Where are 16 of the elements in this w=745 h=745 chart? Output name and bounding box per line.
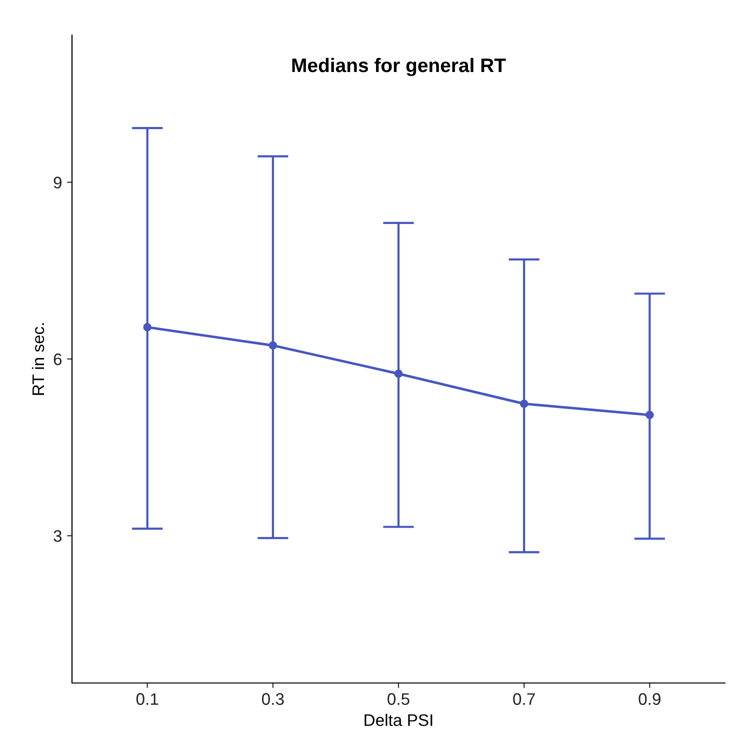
y-tick-label: 3 [54,530,62,542]
y-tick-label: 6 [54,353,62,366]
point [394,370,403,378]
x-tick-label: 0.9 [638,693,660,705]
point [143,323,152,332]
x-tick-label: 0.1 [136,693,158,705]
y-tick-label: 9 [54,176,62,188]
text: Medians for general RT [292,58,506,76]
x-tick-label: 0.7 [513,693,535,705]
point [268,341,278,350]
x-tick-label: 0.5 [388,693,410,705]
point [645,410,654,420]
y-axis-title: RT in sec. [32,323,44,395]
point [520,400,528,408]
x-tick-label: 0.3 [262,693,284,705]
x-axis-title: Delta PSI [364,714,432,726]
